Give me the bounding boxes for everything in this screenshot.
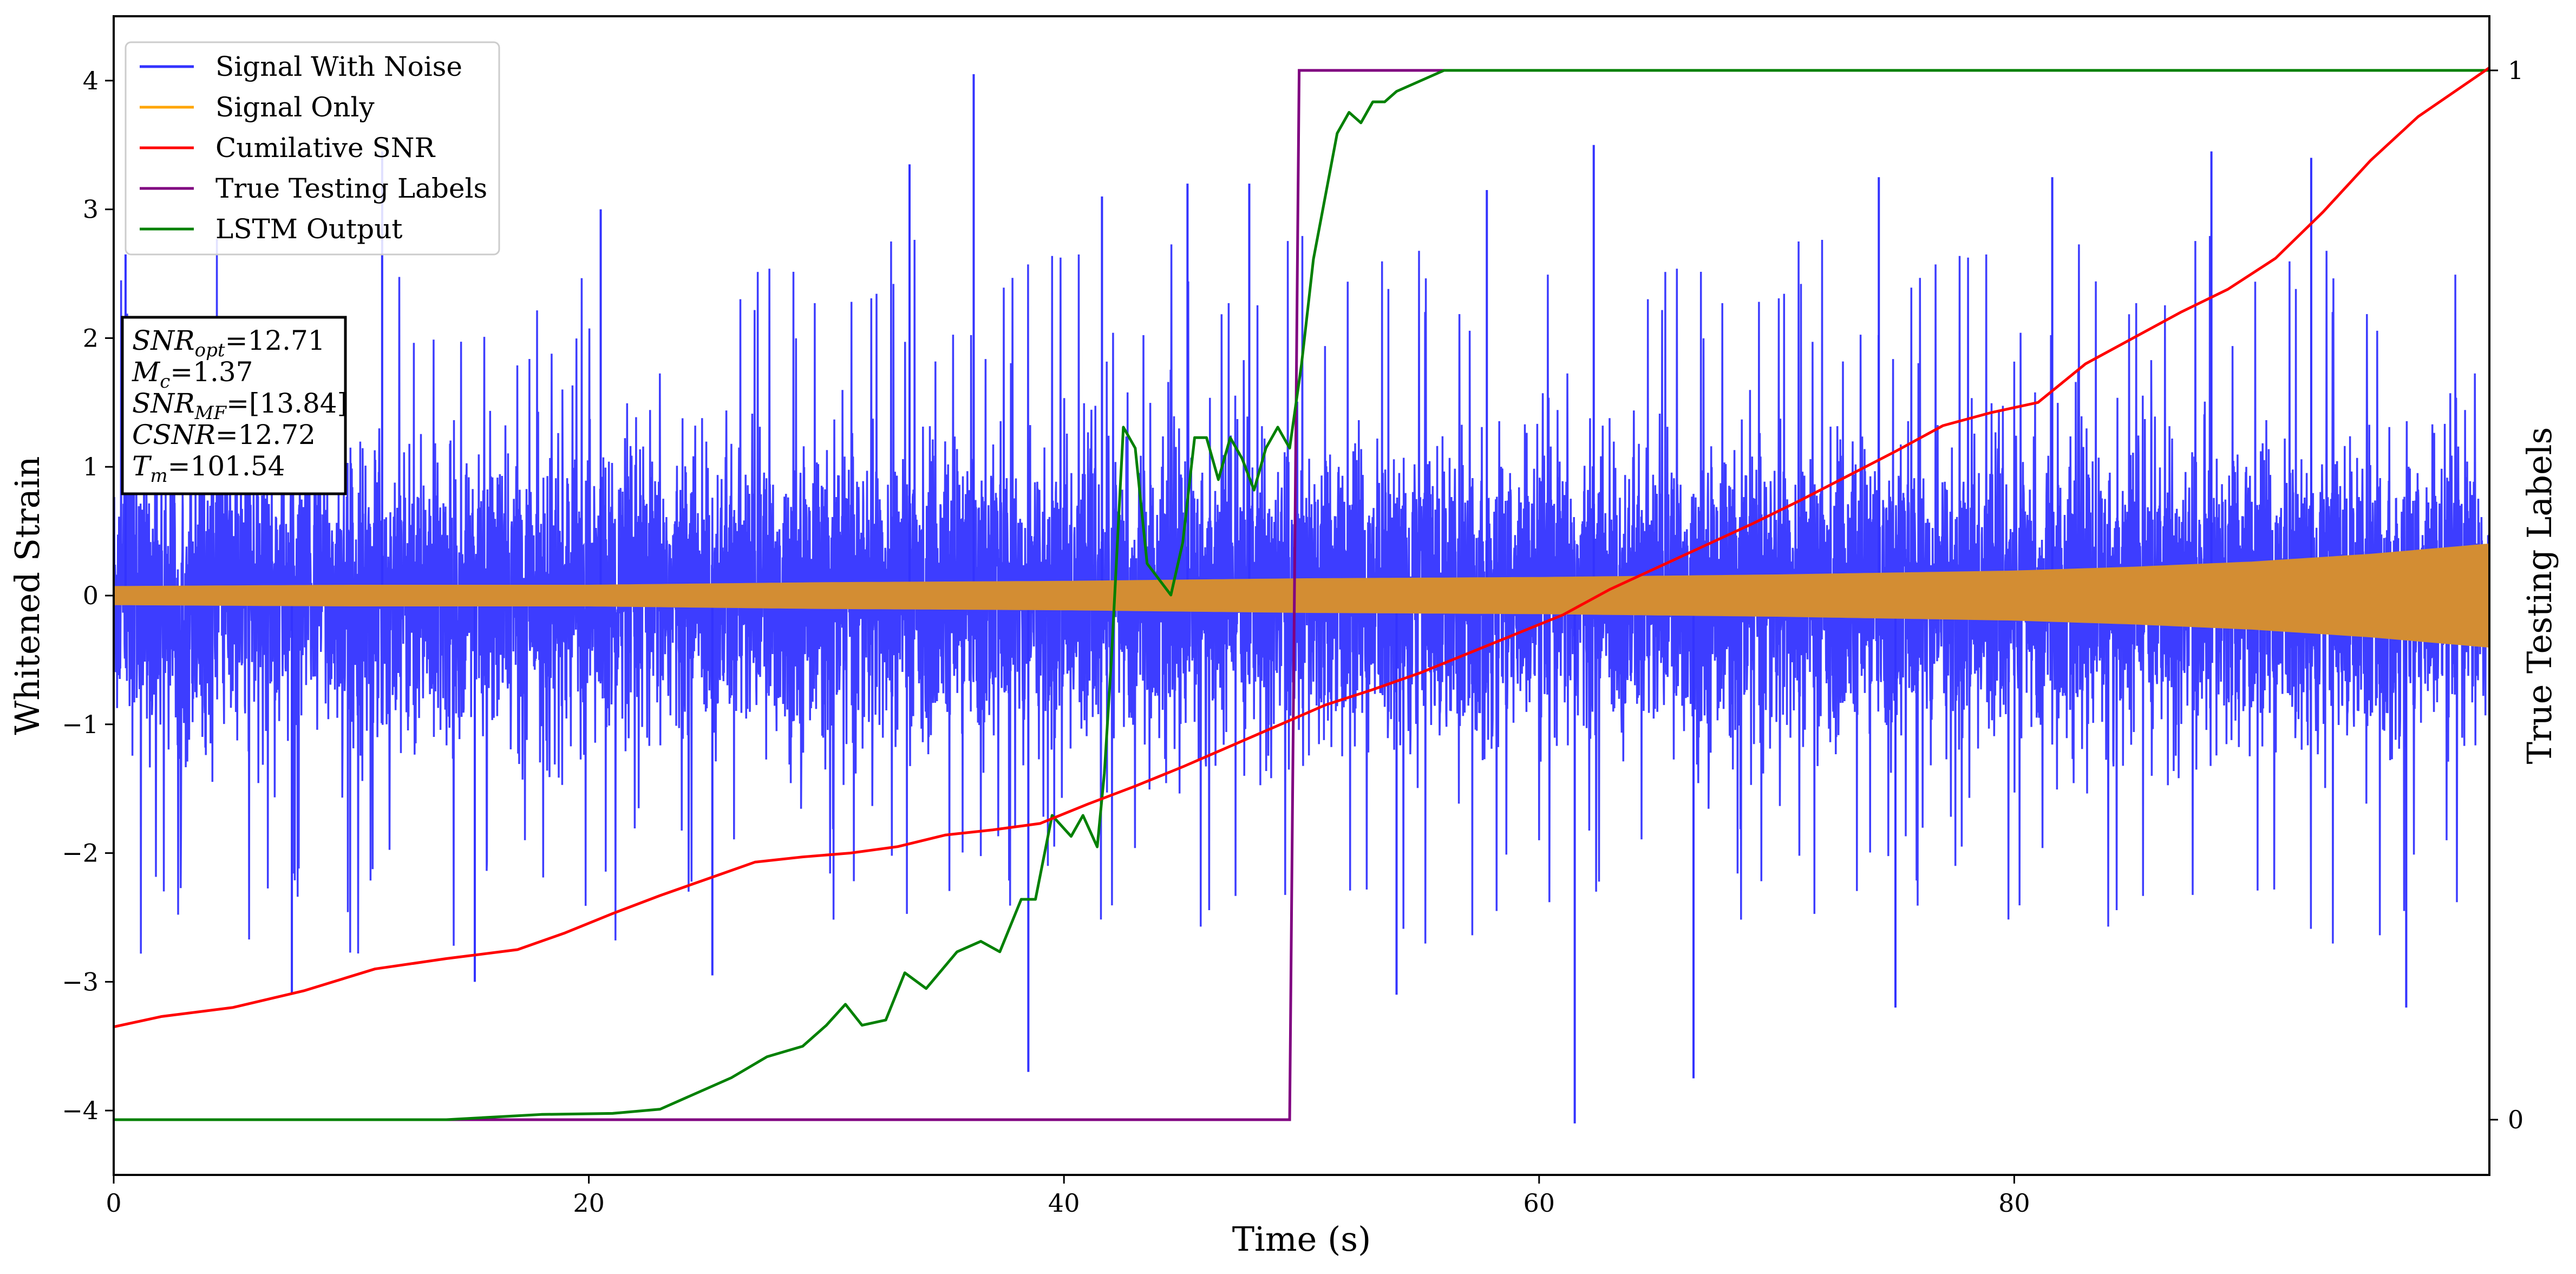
y-tick-label: −3 — [62, 967, 99, 996]
legend-label: LSTM Output — [215, 213, 402, 245]
legend-entry-lstm-output: LSTM Output — [140, 213, 402, 245]
y2-axis-title: True Testing Labels — [2520, 427, 2559, 765]
y-tick-label: −1 — [62, 710, 99, 739]
cumulative-snr-line — [113, 67, 2490, 1028]
legend-entry-true-testing-labels: True Testing Labels — [140, 173, 487, 204]
y-tick-label: 4 — [83, 66, 99, 95]
x-tick-label: 60 — [1524, 1188, 1555, 1218]
y2-tick-label: 1 — [2508, 56, 2523, 85]
legend-label: Signal Only — [215, 92, 375, 123]
signal-with-noise-series — [113, 74, 2490, 1123]
cumulative-snr-series — [113, 67, 2490, 1028]
legend-entry-signal-only: Signal Only — [140, 92, 375, 123]
y-axis-title: Whitened Strain — [8, 456, 47, 735]
signal-with-noise-line — [113, 236, 2490, 954]
info-line: Mc=1.37 — [132, 356, 253, 393]
y-tick-label: −2 — [62, 839, 99, 868]
legend-label: Signal With Noise — [215, 51, 462, 82]
info-line: Tm=101.54 — [132, 450, 285, 487]
info-box-frame — [121, 316, 347, 495]
legend-entry-signal-with-noise: Signal With Noise — [140, 51, 462, 82]
legend-entry-cumilative-snr: Cumilative SNR — [140, 132, 435, 164]
y-axis-right: 01 — [2489, 56, 2523, 1134]
y-tick-label: 1 — [83, 452, 99, 481]
legend: Signal With Noise Signal Only Cumilative S… — [125, 41, 500, 256]
y-tick-label: −4 — [62, 1096, 99, 1125]
info-box: SNRopt=12.71Mc=1.37SNRMF=[13.84]CSNR=12.… — [121, 316, 348, 495]
x-tick-label: 80 — [1998, 1188, 2030, 1218]
y-tick-label: 0 — [83, 581, 99, 610]
x-axis-title: Time (s) — [1232, 1219, 1371, 1259]
lstm-output-line — [114, 69, 2489, 1121]
info-line: SNRopt=12.71 — [132, 325, 325, 361]
y-tick-label: 2 — [83, 323, 99, 352]
legend-label: Cumilative SNR — [215, 132, 435, 164]
x-tick-label: 0 — [106, 1188, 121, 1218]
info-line: SNRMF=[13.84] — [132, 388, 348, 424]
y-tick-label: 3 — [83, 195, 99, 224]
y-axis-left: −4 −3 −2 −1 0 1 2 3 4 — [62, 66, 114, 1125]
legend-box — [125, 41, 500, 256]
info-line: CSNR=12.72 — [132, 419, 316, 450]
x-axis: 0 20 40 60 80 — [106, 1175, 2030, 1218]
x-tick-label: 20 — [573, 1188, 605, 1218]
legend-label: True Testing Labels — [215, 173, 487, 204]
x-tick-label: 40 — [1048, 1188, 1080, 1218]
y2-tick-label: 0 — [2508, 1105, 2523, 1134]
lstm-output-series — [114, 69, 2489, 1121]
